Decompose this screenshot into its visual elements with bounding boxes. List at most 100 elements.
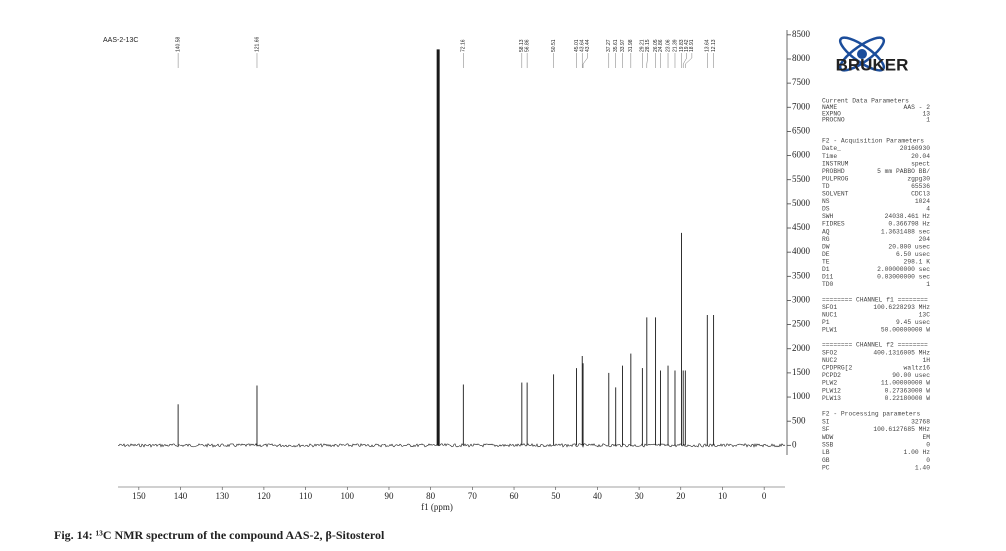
x-tick-label: 90 (384, 491, 394, 501)
param-key: PROCNO (822, 117, 845, 124)
param-value: 4 (926, 206, 930, 213)
param-key: NAME (822, 104, 837, 111)
param-value: waltz16 (904, 364, 931, 371)
param-value: zgpg30 (907, 175, 930, 182)
x-tick-label: 70 (468, 491, 478, 501)
x-tick-label: 40 (593, 491, 603, 501)
param-value: 32768 (911, 418, 930, 425)
param-key: PCPD2 (822, 372, 841, 379)
y-tick-label: 1500 (792, 367, 811, 377)
param-key: EXPNO (822, 110, 841, 117)
peak-label: 21.39 (672, 39, 678, 52)
peak-label: 31.98 (628, 39, 634, 52)
param-key: P1 (822, 319, 830, 326)
param-value: AAS - 2 (904, 104, 931, 111)
peak-label: 19.83 (679, 39, 685, 52)
param-value: 400.1316005 MHz (873, 349, 930, 356)
peak-label: 24.86 (658, 39, 664, 52)
y-tick-label: 0 (792, 439, 797, 449)
x-axis-label: f1 (ppm) (421, 502, 453, 512)
param-key: SF (822, 426, 830, 433)
y-tick-label: 4000 (792, 246, 811, 256)
param-key: DS (822, 206, 830, 213)
caption: Fig. 14: ¹³C NMR spectrum of the compoun… (54, 528, 385, 542)
peak-label: 33.97 (620, 39, 626, 52)
param-value: 0 (926, 457, 930, 464)
param-value: 1.00 Hz (904, 449, 931, 456)
param-value: 20.04 (911, 153, 930, 160)
peak-label: 35.61 (613, 39, 619, 52)
param-section-title: ======== CHANNEL f1 ======== (822, 297, 928, 304)
param-key: PROBHD (822, 168, 845, 175)
param-value: 65536 (911, 183, 930, 190)
peak-label: 19.42 (684, 39, 690, 52)
peak-label: 56.86 (524, 39, 530, 52)
param-key: Date_ (822, 145, 841, 152)
param-value: 5 mm PABBO BB/ (877, 168, 930, 175)
param-value: 13 (922, 110, 930, 117)
param-value: 6.50 usec (896, 251, 930, 258)
param-key: NUC1 (822, 312, 837, 319)
peak-label: 43.44 (585, 39, 591, 52)
param-value: 24038.461 Hz (885, 213, 931, 220)
y-tick-label: 2500 (792, 319, 811, 329)
param-key: TD0 (822, 281, 834, 288)
peak-label-connector (582, 53, 588, 68)
y-tick-label: 500 (792, 415, 806, 425)
param-key: GB (822, 457, 830, 464)
bruker-logo: BRUKER (836, 36, 908, 74)
y-tick-label: 6000 (792, 150, 811, 160)
param-section-title: F2 - Acquisition Parameters (822, 138, 924, 145)
param-key: D1 (822, 266, 830, 273)
param-key: TE (822, 258, 830, 265)
param-key: DE (822, 251, 830, 258)
param-value: 298.1 K (904, 258, 931, 265)
param-section-title: F2 - Processing parameters (822, 411, 920, 418)
y-tick-label: 8000 (792, 53, 811, 63)
param-value: 11.00000000 W (881, 380, 930, 387)
y-tick-label: 2000 (792, 343, 811, 353)
param-key: SFO2 (822, 349, 837, 356)
param-key: PULPROG (822, 175, 849, 182)
peak-label: 13.64 (705, 39, 711, 52)
param-key: RG (822, 236, 830, 243)
param-value: 1H (922, 357, 930, 364)
param-key: AQ (822, 228, 830, 235)
param-key: SWH (822, 213, 834, 220)
peak-label: 121.66 (254, 36, 260, 52)
peak-label: 28.15 (645, 39, 651, 52)
param-value: CDCl3 (911, 191, 930, 198)
param-value: 1024 (915, 198, 930, 205)
x-tick-label: 100 (341, 491, 355, 501)
y-tick-label: 6500 (792, 125, 811, 135)
param-value: 100.6127685 MHz (873, 426, 930, 433)
baseline-noise (117, 443, 786, 448)
param-key: SFO1 (822, 304, 837, 311)
param-key: NS (822, 198, 830, 205)
y-tick-label: 4500 (792, 222, 811, 232)
param-section-title: Current Data Parameters (822, 98, 909, 105)
x-tick-label: 80 (426, 491, 436, 501)
x-tick-label: 60 (510, 491, 520, 501)
param-value: 2.00000000 sec (877, 266, 930, 273)
param-value: 0.22180000 W (885, 395, 931, 402)
peak-label-connector (646, 53, 648, 68)
param-value: 1 (926, 117, 930, 124)
y-tick-label: 3000 (792, 295, 811, 305)
peak-label: 29.21 (640, 39, 646, 52)
param-key: NUC2 (822, 357, 837, 364)
param-key: INSTRUM (822, 160, 849, 167)
y-tick-label: 7500 (792, 77, 811, 87)
peak-label-connector (682, 53, 687, 68)
x-tick-label: 10 (718, 491, 728, 501)
param-key: DW (822, 243, 830, 250)
peak-label: 50.51 (551, 39, 557, 52)
param-key: PLW13 (822, 395, 841, 402)
param-value: EM (922, 434, 930, 441)
param-value: 0.366798 Hz (888, 221, 930, 228)
y-tick-label: 7000 (792, 101, 811, 111)
param-key: Time (822, 153, 837, 160)
param-key: PLW12 (822, 387, 841, 394)
param-key: CPDPRG[2 (822, 364, 852, 371)
